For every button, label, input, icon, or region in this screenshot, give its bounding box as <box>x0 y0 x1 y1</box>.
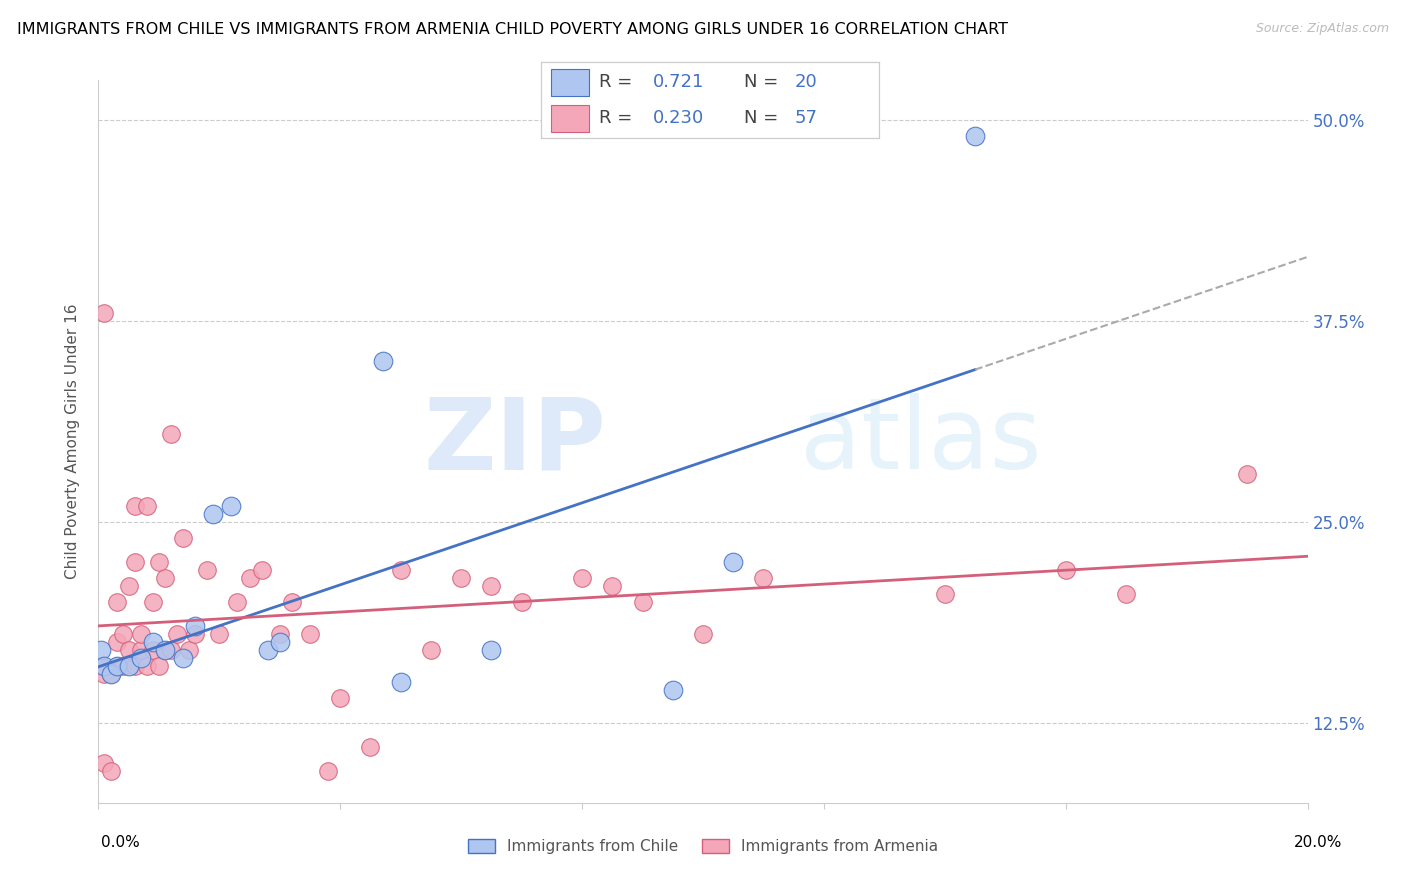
Point <box>1054 563 1077 577</box>
Point <box>250 563 273 577</box>
Text: 0.0%: 0.0% <box>101 836 141 850</box>
Point <box>602 579 624 593</box>
Point <box>124 499 146 513</box>
Point <box>299 627 322 641</box>
Point <box>100 764 122 778</box>
Point <box>93 659 115 673</box>
Point <box>329 691 352 706</box>
Y-axis label: Child Poverty Among Girls Under 16: Child Poverty Among Girls Under 16 <box>65 304 80 579</box>
Point <box>239 571 262 585</box>
Point <box>129 627 152 641</box>
Point <box>93 667 115 681</box>
Text: R =: R = <box>599 73 638 91</box>
Point <box>111 659 134 673</box>
Point <box>571 571 593 585</box>
Point <box>153 571 176 585</box>
Point <box>692 627 714 641</box>
Point <box>90 659 112 673</box>
Point <box>360 739 382 754</box>
Point <box>153 643 176 657</box>
Point <box>129 643 152 657</box>
Point <box>118 659 141 673</box>
Text: ZIP: ZIP <box>423 393 606 490</box>
Point <box>256 643 278 657</box>
Point <box>226 595 249 609</box>
Point <box>1115 587 1137 601</box>
Point <box>148 659 170 673</box>
Text: N =: N = <box>744 73 783 91</box>
Point <box>124 555 146 569</box>
Point <box>965 129 987 144</box>
Text: R =: R = <box>599 109 638 127</box>
FancyBboxPatch shape <box>551 105 589 132</box>
Point <box>661 683 683 698</box>
Point <box>90 643 112 657</box>
Point <box>160 643 183 657</box>
Point <box>269 635 291 649</box>
Text: Source: ZipAtlas.com: Source: ZipAtlas.com <box>1256 22 1389 36</box>
Text: 57: 57 <box>794 109 817 127</box>
Point <box>221 499 243 513</box>
Point <box>269 627 291 641</box>
Point <box>371 354 394 368</box>
Point <box>184 619 207 633</box>
Text: IMMIGRANTS FROM CHILE VS IMMIGRANTS FROM ARMENIA CHILD POVERTY AMONG GIRLS UNDER: IMMIGRANTS FROM CHILE VS IMMIGRANTS FROM… <box>17 22 1008 37</box>
Point <box>93 756 115 770</box>
Point <box>105 595 128 609</box>
Point <box>142 635 165 649</box>
Point <box>166 627 188 641</box>
Point <box>172 531 194 545</box>
Point <box>105 635 128 649</box>
Text: 20: 20 <box>794 73 817 91</box>
Point <box>208 627 231 641</box>
Point <box>195 563 218 577</box>
Point <box>160 426 183 441</box>
FancyBboxPatch shape <box>551 69 589 95</box>
Text: 20.0%: 20.0% <box>1295 836 1343 850</box>
Point <box>105 659 128 673</box>
Text: 0.721: 0.721 <box>652 73 704 91</box>
Point <box>184 627 207 641</box>
Point <box>481 579 503 593</box>
Point <box>124 659 146 673</box>
Text: 0.230: 0.230 <box>652 109 704 127</box>
Text: atlas: atlas <box>800 393 1042 490</box>
Point <box>172 651 194 665</box>
Point <box>752 571 775 585</box>
Point <box>100 667 122 681</box>
Point <box>316 764 339 778</box>
Point <box>389 563 412 577</box>
Point <box>129 651 152 665</box>
Point <box>934 587 956 601</box>
Point <box>450 571 472 585</box>
Point <box>105 659 128 673</box>
Point <box>135 499 157 513</box>
Point <box>420 643 443 657</box>
Point <box>111 627 134 641</box>
Point <box>389 675 412 690</box>
Point <box>281 595 304 609</box>
Text: N =: N = <box>744 109 783 127</box>
Point <box>631 595 654 609</box>
Point <box>93 306 115 320</box>
Point <box>179 643 201 657</box>
Point <box>118 579 141 593</box>
Point <box>510 595 533 609</box>
Point <box>100 667 122 681</box>
Point <box>142 595 165 609</box>
Point <box>142 643 165 657</box>
Legend: Immigrants from Chile, Immigrants from Armenia: Immigrants from Chile, Immigrants from A… <box>461 833 945 860</box>
Point <box>118 643 141 657</box>
Point <box>135 659 157 673</box>
Point <box>481 643 503 657</box>
Point <box>723 555 745 569</box>
Point <box>1236 467 1258 481</box>
Point <box>148 555 170 569</box>
Point <box>202 507 225 521</box>
Point <box>153 643 176 657</box>
